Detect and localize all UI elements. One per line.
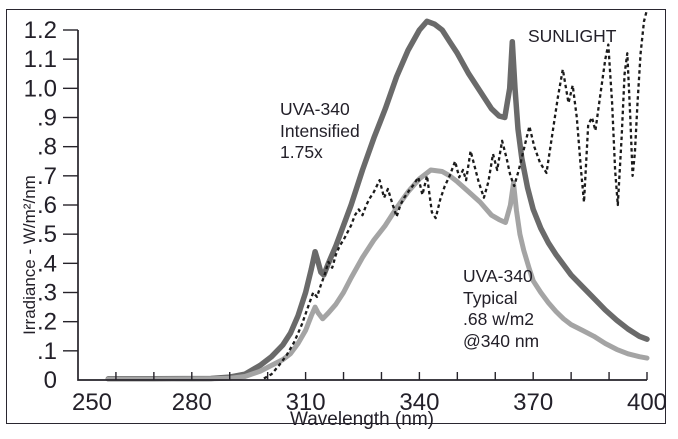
axes-lines bbox=[77, 30, 647, 381]
y-tick-label: 1.2 bbox=[24, 17, 57, 44]
y-tick-label: .4 bbox=[37, 250, 57, 277]
x-tick-label: 250 bbox=[72, 389, 112, 416]
y-tick-label: .8 bbox=[37, 134, 57, 161]
annotation-uva340-intensified: UVA-340 Intensified 1.75x bbox=[280, 99, 360, 162]
x-tick-label: 400 bbox=[627, 389, 667, 416]
y-tick-label: 1.0 bbox=[24, 75, 57, 102]
series-line-uva340-typical bbox=[105, 167, 650, 382]
x-axis-title: Wavelength (nm) bbox=[290, 409, 434, 430]
y-tick-label: .5 bbox=[37, 221, 57, 248]
figure-border bbox=[6, 9, 666, 424]
y-tick-label: 0 bbox=[44, 367, 57, 394]
x-tick-label: 370 bbox=[513, 389, 553, 416]
y-axis-title: Irradiance - W/m²/nm bbox=[20, 175, 39, 335]
x-tick-label: 340 bbox=[399, 389, 439, 416]
series-line-uva340-intensified bbox=[105, 18, 650, 382]
y-tick-label: 1.1 bbox=[24, 46, 57, 73]
annotation-sunlight: SUNLIGHT bbox=[528, 26, 617, 46]
series-line-sunlight bbox=[263, 9, 649, 380]
x-tick-label: 280 bbox=[172, 389, 212, 416]
annotation-uva340-typical: UVA-340 Typical .68 w/m2 @340 nm bbox=[463, 266, 540, 351]
y-tick-label: .1 bbox=[37, 338, 57, 365]
y-tick-label: .7 bbox=[37, 163, 57, 190]
x-tick-label: 310 bbox=[286, 389, 326, 416]
y-tick-label: .6 bbox=[37, 192, 57, 219]
y-tick-label: .9 bbox=[37, 105, 57, 132]
y-tick-label: .2 bbox=[37, 309, 57, 336]
y-tick-label: .3 bbox=[37, 280, 57, 307]
